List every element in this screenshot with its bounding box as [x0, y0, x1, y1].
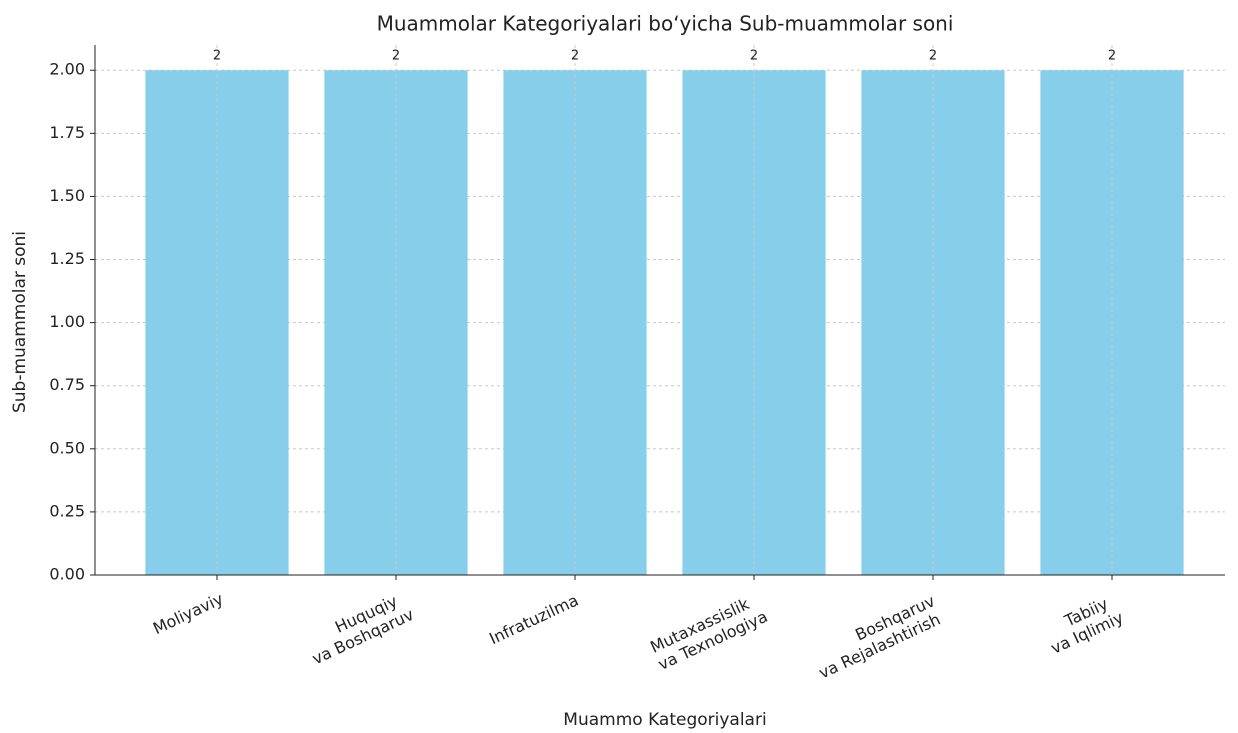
x-tick-label: Boshqaruvva Rejalashtirish [808, 591, 946, 682]
y-tick-label: 0.00 [49, 565, 85, 584]
y-tick-label: 1.00 [49, 312, 85, 331]
y-tick-label: 1.75 [49, 123, 85, 142]
y-tick-label: 0.25 [49, 501, 85, 520]
data-label: 2 [571, 49, 579, 64]
y-tick-label: 1.25 [49, 249, 85, 268]
y-axis-label: Sub-muammolar soni [10, 231, 30, 413]
y-tick-label: 0.75 [49, 375, 85, 394]
x-tick-label: Huquqiyva Boshqaruv [301, 587, 417, 668]
x-tick-label: Mutaxassislikva Texnologiya [647, 589, 770, 674]
y-tick-label: 2.00 [49, 60, 85, 79]
data-label: 2 [392, 49, 400, 64]
x-tick-label: Infratuzilma [486, 590, 581, 648]
y-tick-label: 1.50 [49, 186, 85, 205]
data-label: 2 [213, 49, 221, 64]
data-label: 2 [929, 49, 937, 64]
chart-title: Muammolar Kategoriyalari bo‘yicha Sub-mu… [377, 12, 954, 36]
x-tick-label: Tabiiyva Iqlimiy [1040, 590, 1126, 657]
y-tick-label: 0.50 [49, 438, 85, 457]
x-axis-label: Muammo Kategoriyalari [563, 710, 766, 730]
data-label: 2 [750, 49, 758, 64]
x-tick-label: Moliyaviy [150, 589, 226, 638]
data-label: 2 [1108, 49, 1116, 64]
